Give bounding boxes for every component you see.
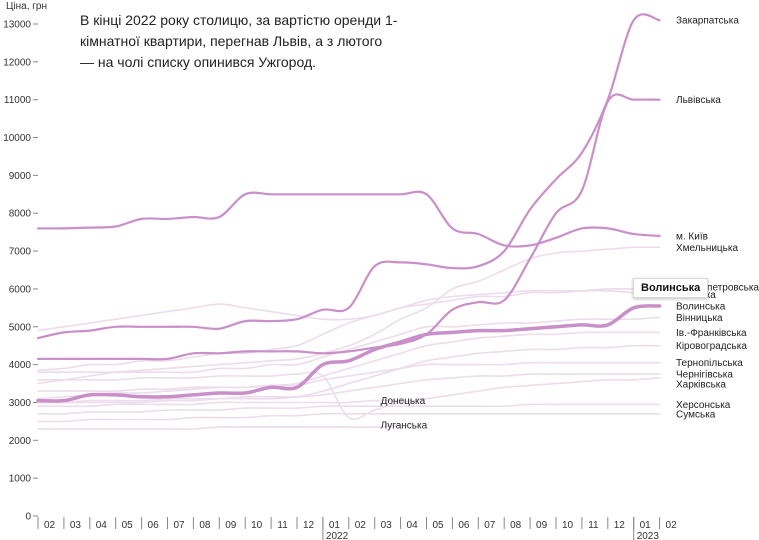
series-line[interactable] bbox=[36, 13, 661, 340]
series-line[interactable] bbox=[37, 316, 661, 374]
series-label: Донецька bbox=[381, 396, 426, 407]
x-tick-label: 02 bbox=[44, 520, 56, 531]
x-tick-label: 06 bbox=[458, 520, 470, 531]
x-tick-label: 09 bbox=[536, 520, 548, 531]
y-tick-label: 5000 bbox=[9, 322, 32, 333]
year-label: 2023 bbox=[637, 531, 660, 540]
y-tick-label: 8000 bbox=[9, 209, 32, 220]
series-label: Луганська bbox=[381, 421, 428, 432]
x-tick-label: 10 bbox=[562, 520, 574, 531]
y-tick-label: 9000 bbox=[9, 171, 32, 182]
series-label: Дніпропетровська bbox=[676, 283, 759, 294]
series-label: Харківська bbox=[676, 379, 726, 390]
x-tick-label: 04 bbox=[96, 520, 108, 531]
y-tick-label: 10000 bbox=[3, 133, 31, 144]
y-tick-label: 7000 bbox=[9, 247, 32, 258]
x-tick-label: 07 bbox=[173, 520, 185, 531]
y-tick-label: 11000 bbox=[4, 95, 32, 106]
x-tick-label: 05 bbox=[432, 520, 444, 531]
series-line[interactable] bbox=[36, 190, 661, 248]
series-label: Чернігівська bbox=[676, 370, 733, 381]
x-tick-label: 03 bbox=[70, 520, 82, 531]
x-tick-label: 05 bbox=[122, 520, 134, 531]
y-axis-label: Ціна, грн bbox=[6, 1, 47, 12]
year-label: 2022 bbox=[326, 531, 349, 540]
x-tick-label: 02 bbox=[355, 520, 367, 531]
series-line[interactable] bbox=[36, 304, 662, 403]
x-tick-label: 06 bbox=[148, 520, 160, 531]
series-labels: Закарпатська Львівська м. Київ Волинська Хме… bbox=[381, 16, 759, 432]
x-tick-label: 12 bbox=[614, 520, 626, 531]
y-tick-label: 4000 bbox=[9, 360, 32, 371]
series-line[interactable] bbox=[37, 399, 402, 408]
x-tick-label: 08 bbox=[199, 520, 211, 531]
series-line[interactable] bbox=[37, 361, 661, 393]
series-line[interactable] bbox=[37, 331, 661, 400]
series-label: Вінницька bbox=[676, 313, 723, 324]
series-label: Волинська bbox=[676, 301, 726, 312]
series-line[interactable] bbox=[37, 371, 661, 420]
series-label: Хмельницька bbox=[676, 243, 738, 254]
muted-series-lines bbox=[37, 246, 661, 430]
series-label: Львівська bbox=[676, 95, 721, 106]
x-tick-label: 01 bbox=[640, 520, 652, 531]
y-tick-label: 1000 bbox=[9, 474, 32, 485]
series-line[interactable] bbox=[37, 424, 402, 430]
x-tick-label: 08 bbox=[510, 520, 522, 531]
x-tick-label: 01 bbox=[329, 520, 341, 531]
series-label: Тернопільська bbox=[676, 358, 743, 369]
series-line[interactable] bbox=[36, 93, 661, 361]
x-tick-label: 11 bbox=[588, 520, 599, 531]
series-line[interactable] bbox=[37, 286, 661, 332]
x-tick-label: 03 bbox=[381, 520, 393, 531]
y-tick-label: 13000 bbox=[3, 20, 31, 31]
series-label: Херсонська bbox=[676, 400, 731, 411]
series-label: Ів.-Франківська bbox=[676, 328, 747, 339]
x-tick-label: 11 bbox=[277, 520, 288, 531]
x-tick-label: 02 bbox=[666, 520, 678, 531]
y-tick-label: 2000 bbox=[9, 436, 32, 447]
series-line[interactable] bbox=[37, 344, 661, 404]
y-tick-label: 12000 bbox=[3, 57, 31, 68]
y-tick-label: 6000 bbox=[9, 284, 32, 295]
y-tick-label: 3000 bbox=[9, 398, 32, 409]
chart-annotation: В кінці 2022 року столицю, за вартістю о… bbox=[80, 12, 398, 70]
series-line[interactable] bbox=[37, 403, 661, 415]
highlighted-series-lines bbox=[36, 13, 662, 403]
x-tick-label: 12 bbox=[303, 520, 315, 531]
y-axis: 0 1000 2000 3000 4000 5000 6000 7000 8000 9000 100… bbox=[3, 20, 38, 523]
y-tick-label: 0 bbox=[25, 512, 31, 523]
series-line[interactable] bbox=[37, 246, 661, 385]
x-axis: 02 03 04 05 06 07 08 09 10 11 12 01 02 03 04 05 06 07 08 09… bbox=[37, 517, 678, 540]
series-line[interactable] bbox=[37, 289, 661, 372]
x-tick-label: 04 bbox=[407, 520, 419, 531]
hover-tooltip: Волинська bbox=[633, 278, 709, 298]
x-tick-label: 07 bbox=[484, 520, 496, 531]
series-line[interactable] bbox=[37, 373, 661, 404]
series-label: Закарпатська bbox=[676, 16, 739, 27]
x-tick-label: 10 bbox=[251, 520, 263, 531]
series-label: Кіровоградська bbox=[676, 341, 747, 352]
series-line[interactable] bbox=[37, 412, 661, 423]
series-label: м. Київ bbox=[676, 231, 708, 242]
x-tick-label: 09 bbox=[225, 520, 237, 531]
series-label: Сумська bbox=[676, 409, 716, 420]
